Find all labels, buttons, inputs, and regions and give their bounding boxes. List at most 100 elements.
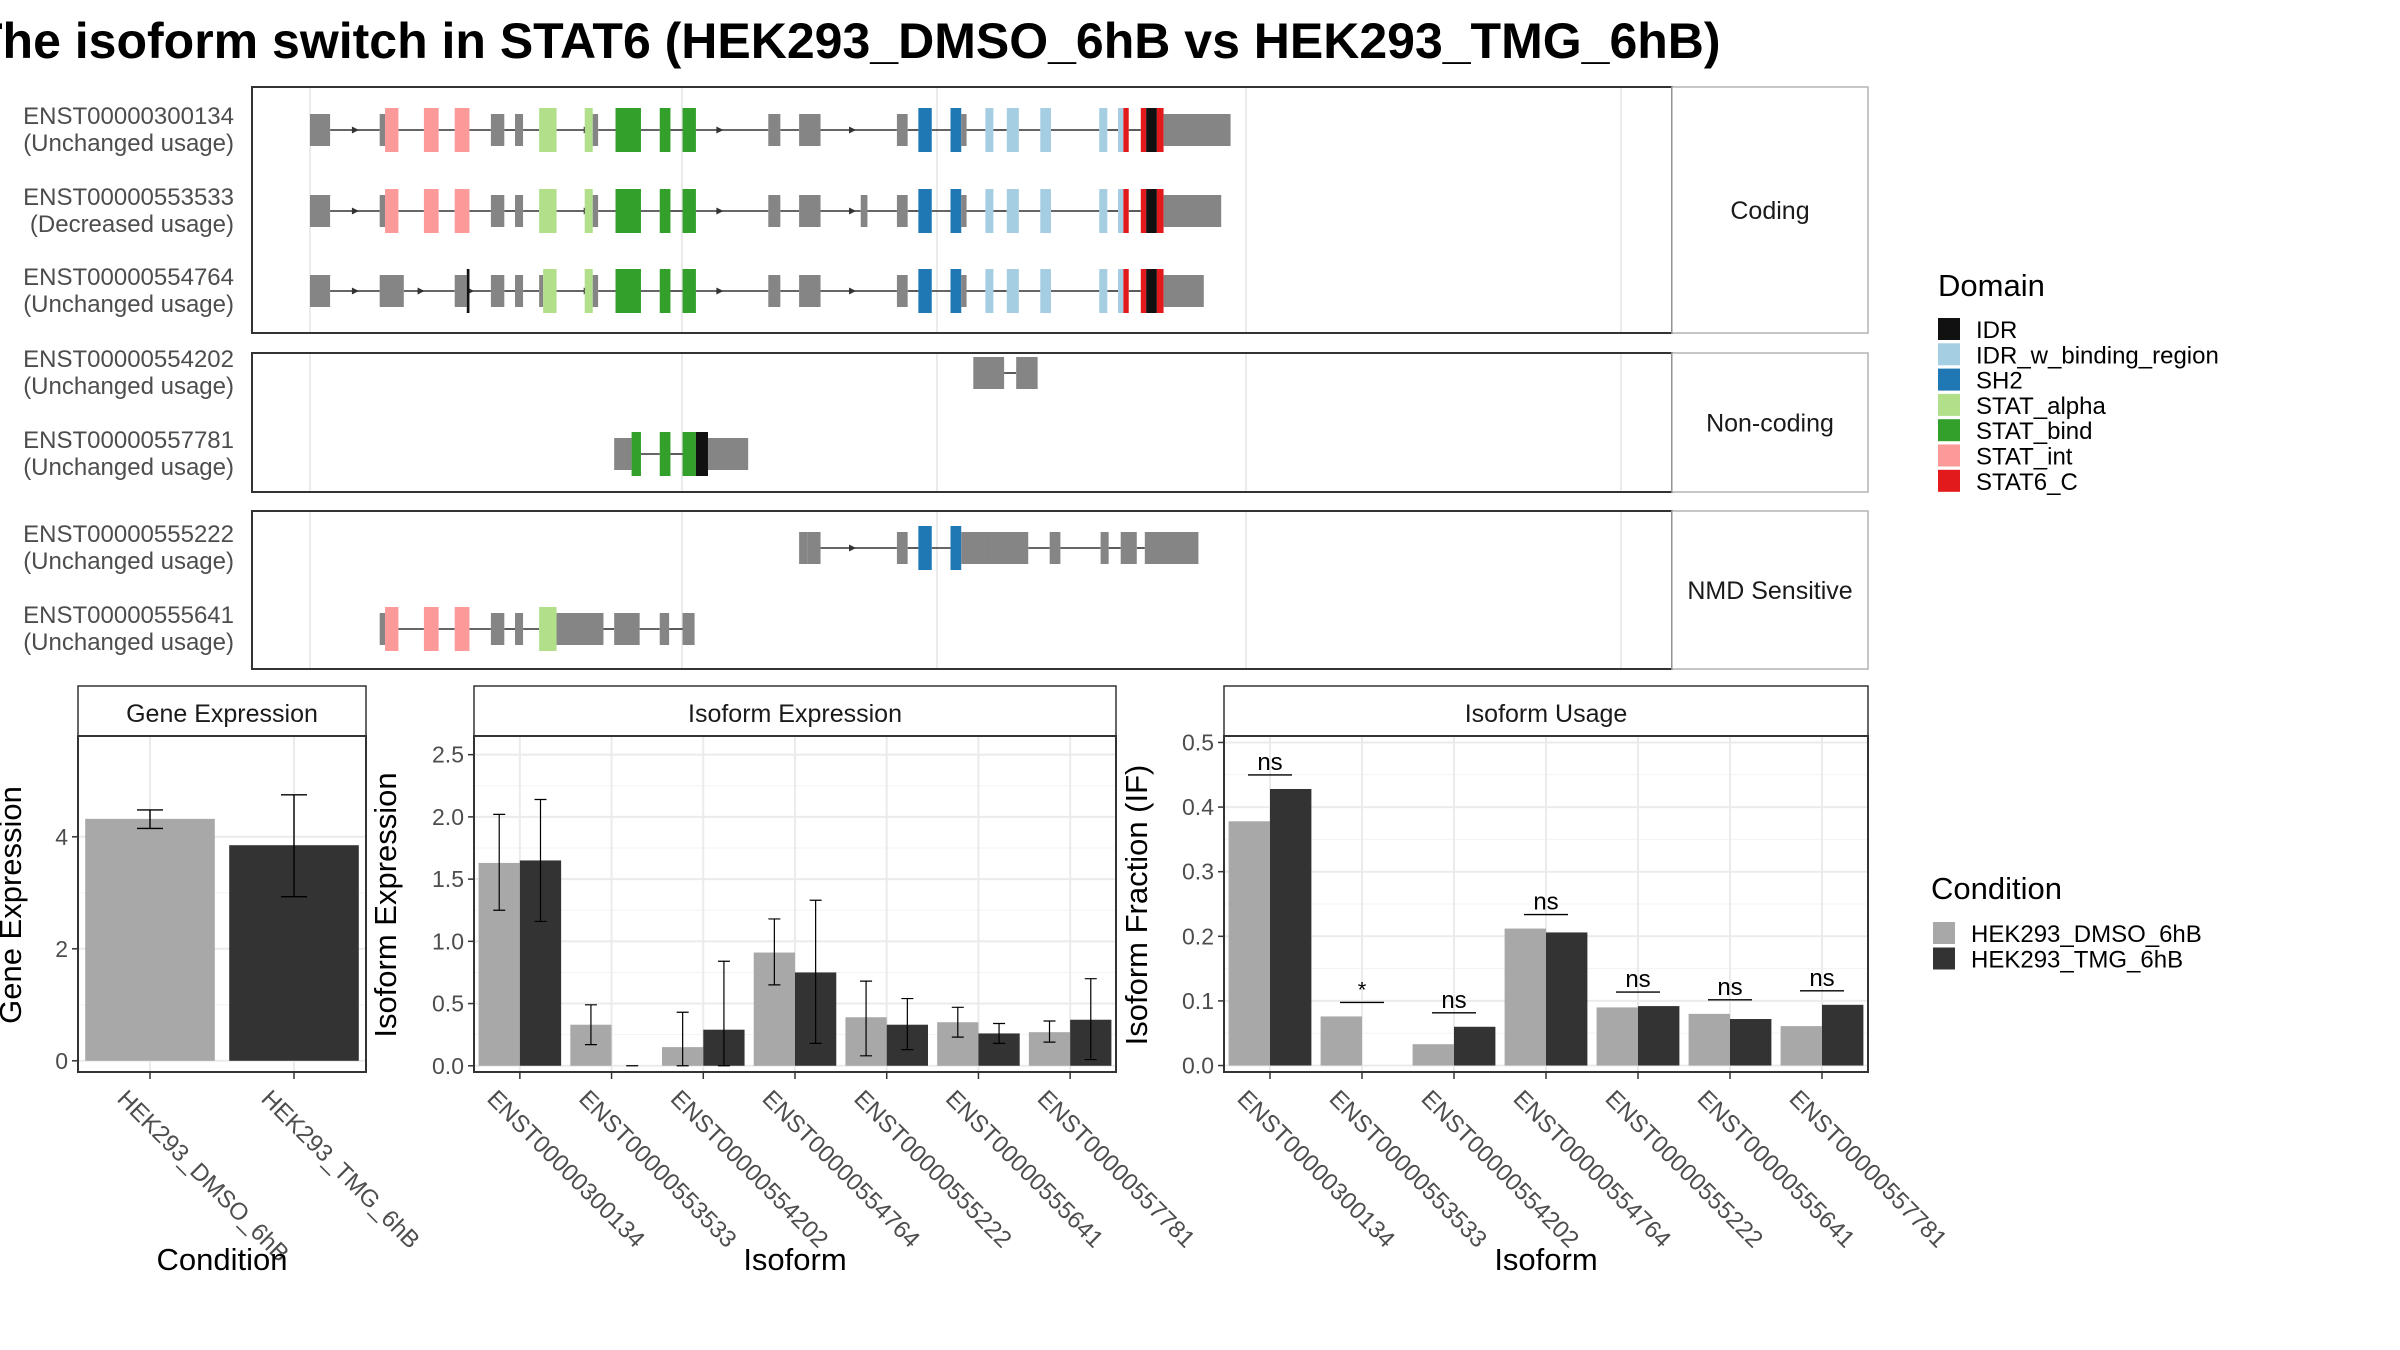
x-tick-label: HEK293_TMG_6hB [256, 1085, 425, 1254]
chart-title-strip [77, 685, 367, 737]
y-axis-title: Isoform Expression [368, 772, 403, 1037]
domain-legend-swatch [1938, 318, 1960, 340]
facet-strip [1671, 352, 1869, 493]
exon-stat_bind [615, 108, 641, 152]
transcript-usage-label: (Unchanged usage) [23, 130, 234, 157]
strand-arrow [351, 287, 359, 295]
exon-stat_alpha [584, 108, 593, 152]
exon-utr [799, 195, 821, 227]
domain-legend-swatch [1938, 368, 1960, 391]
exon-stat_alpha [543, 269, 557, 313]
strand-arrow [849, 287, 857, 295]
exon-idr_w_binding_region [985, 189, 994, 233]
exon-sh2 [950, 189, 962, 233]
exon-utr [379, 613, 386, 645]
bar [1546, 932, 1588, 1066]
exon-utr [490, 114, 505, 146]
x-axis-title: Isoform [743, 1242, 846, 1277]
exon-stat_bind [682, 269, 696, 313]
x-tick-label: ENST00000555222 [848, 1085, 1016, 1253]
exon-stat_alpha [539, 189, 557, 233]
exon-utr [592, 195, 599, 227]
facet-strip-label: NMD Sensitive [1687, 577, 1852, 605]
exon-stat_bind [615, 189, 641, 233]
x-tick-label: ENST00000554764 [1508, 1085, 1676, 1253]
facet-strip-label: Non-coding [1706, 410, 1834, 438]
exon-sh2 [918, 108, 932, 152]
domain-legend-title: Domain [1938, 268, 2045, 303]
transcript-id-label: ENST00000555222 [23, 521, 234, 548]
exon-utr [310, 275, 331, 307]
exon-stat6_c [1123, 189, 1129, 233]
x-tick-label: ENST00000557781 [1784, 1085, 1952, 1253]
significance-label: ns [1809, 965, 1834, 992]
exon-idr [1146, 269, 1157, 313]
exon-utr [896, 532, 908, 564]
exon-idr_w_binding_region [1099, 108, 1108, 152]
y-tick-label: 0.4 [1182, 794, 1214, 820]
transcript-row: ENST00000554202(Unchanged usage) [23, 346, 1038, 400]
structure-group-non-coding: Non-coding ENST00000554202(Unchanged usag… [23, 346, 1869, 493]
y-tick-label: 0.5 [432, 991, 464, 1017]
x-tick-label: ENST00000554202 [665, 1085, 833, 1253]
transcript-row: ENST00000557781(Unchanged usage) [23, 427, 749, 481]
y-tick-label: 2.5 [432, 742, 464, 768]
exon-stat_int [454, 108, 470, 152]
y-tick-label: 0.0 [432, 1053, 464, 1079]
exon-idr_w_binding_region [1006, 269, 1019, 313]
exon-utr [310, 114, 331, 146]
exon-stat_alpha [539, 108, 557, 152]
domain-legend-swatch [1938, 393, 1960, 416]
strand-arrow [849, 544, 857, 552]
error-bar [534, 798, 547, 923]
domain-legend-swatch [1938, 419, 1960, 442]
y-tick-label: 1.0 [432, 928, 464, 954]
error-bar [584, 1004, 597, 1046]
condition-legend-swatch [1933, 922, 1955, 944]
bar [1412, 1044, 1454, 1066]
exon-stat6_c [1156, 108, 1164, 152]
error-bar [901, 997, 914, 1051]
bar [1320, 1016, 1362, 1066]
x-tick-label: ENST00000300134 [1232, 1085, 1400, 1253]
facet-strip-label: Coding [1730, 197, 1809, 225]
domain-legend-item: IDR [1938, 317, 2017, 344]
exon-idr_w_binding_region [1099, 189, 1108, 233]
exon-idr_w_binding_region [1118, 108, 1124, 152]
domain-legend-label: STAT_int [1976, 444, 2073, 471]
exon-stat_bind [659, 189, 671, 233]
exon-utr [799, 275, 821, 307]
exon-utr [1100, 532, 1109, 564]
exon-utr [539, 275, 544, 307]
chart-title-strip [1223, 685, 1869, 737]
chart-isoform-usage: Isoform Usage ns * ns ns ns ns ns 0.0 0.1 0.2 0.3 0.… [1119, 685, 1952, 1277]
exon-utr [1144, 532, 1199, 564]
error-bar [493, 813, 506, 911]
error-bar [951, 1006, 964, 1038]
error-bar [860, 980, 873, 1057]
exon-idr_w_binding_region [1118, 189, 1124, 233]
domain-legend-swatch [1938, 343, 1960, 366]
exon-utr [592, 275, 599, 307]
significance-label: ns [1441, 987, 1466, 1014]
error-bar [676, 1011, 689, 1067]
strand-arrow [849, 126, 857, 134]
exon-utr [961, 275, 967, 307]
transcript-usage-label: (Unchanged usage) [23, 454, 234, 481]
exon-utr [768, 195, 781, 227]
chart-gene-expression: Gene Expression024HEK293_DMSO_6hBHEK293_… [0, 685, 425, 1277]
exon-utr [310, 195, 331, 227]
exon-stat_alpha [584, 189, 593, 233]
x-axis-title: Condition [157, 1242, 288, 1277]
error-bar [1043, 1020, 1056, 1043]
plot-border [77, 735, 367, 1073]
strand-arrow [417, 287, 425, 295]
expression-charts: Gene Expression024HEK293_DMSO_6hBHEK293_… [0, 685, 1952, 1277]
exon-idr [1146, 108, 1157, 152]
domain-legend-swatch [1938, 469, 1960, 492]
exon-utr [799, 114, 821, 146]
domain-legend-label: IDR_w_binding_region [1976, 342, 2219, 369]
exon-stat_bind [682, 432, 696, 476]
